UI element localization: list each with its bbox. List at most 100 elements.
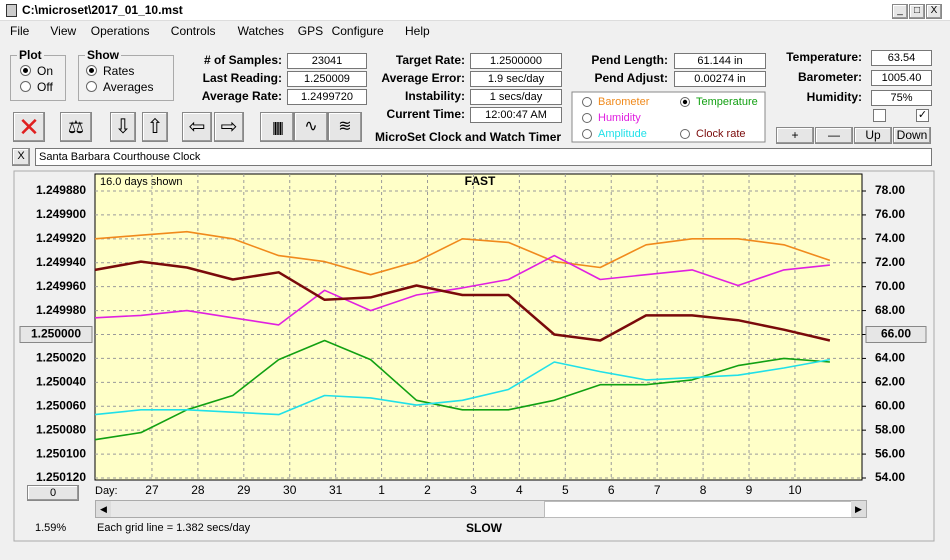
x-tick-label: 9 [746,483,753,497]
field-label: Instability: [404,89,465,103]
control-button[interactable]: Down [893,127,931,144]
show-group: Show [78,48,174,101]
up-button[interactable]: ⇧ [142,112,168,142]
menu-item[interactable]: Operations [90,24,150,38]
right-button[interactable]: ⇨ [214,112,244,142]
field-value[interactable]: 12:00:47 AM [470,107,562,123]
tick-button [19,326,93,343]
field-value[interactable]: 1.250009 [287,71,367,87]
plot-group: Plot [10,48,66,101]
radio-option[interactable]: Averages [86,80,153,94]
y2-tick-label: 54.00 [875,470,905,484]
radio-circle[interactable] [86,81,97,92]
control-button[interactable]: Up [854,127,892,144]
balance-button[interactable]: ⚖ [60,112,92,142]
maximize-button[interactable]: □ [909,4,925,19]
group-title: Show [85,48,121,62]
menu-item[interactable]: Controls [170,24,216,38]
control-button[interactable]: + [776,127,814,144]
field-value[interactable]: 1 secs/day [470,89,562,105]
checkbox[interactable]: ✓ [916,109,929,122]
control-button[interactable]: — [815,127,853,144]
menu-item[interactable]: Help [405,24,430,38]
radio-option[interactable]: On [20,64,53,78]
radio-label: Rates [103,64,135,78]
radio-circle[interactable] [20,65,31,76]
radio-circle[interactable] [86,65,97,76]
clear-button[interactable]: X [12,148,30,166]
legend-label: Amplitude [598,128,647,140]
field-value[interactable]: 75% [871,90,932,106]
x-tick-label: 2 [424,483,431,497]
scroll-value-button[interactable]: 0 [27,485,79,501]
down-button[interactable]: ⇩ [110,112,136,142]
x-tick-label: 4 [516,483,523,497]
field-label: Humidity: [806,90,862,104]
minimize-button[interactable]: _ [892,4,908,19]
y-tick-label: 1.250000 [31,327,81,341]
y-tick-label: 1.250120 [36,470,86,484]
field-label: Barometer: [797,70,862,84]
x-tick-label: 3 [470,483,477,497]
group-title: Plot [17,48,44,62]
plot-area [94,173,863,481]
tick-button [865,326,927,343]
x-tick-label: 29 [237,483,251,497]
radio-option[interactable]: Off [20,80,53,94]
y2-tick-label: 60.00 [875,398,905,412]
field-value[interactable]: 63.54 [871,50,932,66]
legend-label: Temperature [696,96,758,108]
menu-item[interactable]: Configure [331,24,384,38]
field-value[interactable]: 23041 [287,53,367,69]
wave-button[interactable]: ∿ [294,112,328,142]
field-value[interactable]: 0.00274 in [674,71,766,87]
watch-name-field[interactable]: Santa Barbara Courthouse Clock [35,148,932,166]
scrollbar[interactable]: ◀ ▶ [95,500,867,518]
field-value[interactable]: 61.144 in [674,53,766,69]
scroll-right[interactable]: ▶ [851,501,866,517]
title-bar: C:\microset\2017_01_10.mst _ □ X [0,0,950,21]
series-line [94,339,830,441]
y2-tick-label: 74.00 [875,231,905,245]
radio-option[interactable]: Rates [86,64,134,78]
close-button[interactable]: X [926,4,942,19]
menu-item[interactable]: File [10,24,30,38]
grid-note: Each grid line = 1.382 secs/day [97,522,251,534]
y-tick-label: 1.250060 [36,398,86,412]
scroll-thumb[interactable] [544,501,852,518]
field-value[interactable]: 1.2500000 [470,53,562,69]
stop-button[interactable]: ✕ [13,112,45,142]
field-value[interactable]: 1.9 sec/day [470,71,562,87]
series-line [94,260,831,342]
field-value[interactable]: 1.2499720 [287,89,367,105]
y2-tick-label: 70.00 [875,279,905,293]
radio-label: Off [37,80,53,94]
slow-label: SLOW [466,521,503,535]
checkbox[interactable] [873,109,886,122]
y-tick-label: 1.250080 [36,422,86,436]
left-button[interactable]: ⇦ [182,112,212,142]
y2-tick-label: 62.00 [875,375,905,389]
legend-box [571,91,766,143]
y-tick-label: 1.250040 [36,375,86,389]
menu-item[interactable]: GPS [297,24,324,38]
y2-tick-label: 66.00 [881,327,911,341]
waves-button[interactable]: ≋ [328,112,362,142]
bars-button[interactable]: |||||| [260,112,294,142]
radio-circle[interactable] [20,81,31,92]
x-tick-label: 30 [283,483,297,497]
y2-tick-label: 58.00 [875,422,905,436]
field-label: Pend Adjust: [594,71,668,85]
legend-radio [680,129,690,139]
y-tick-label: 1.249940 [36,255,86,269]
window-title: C:\microset\2017_01_10.mst [22,3,183,17]
menu-item[interactable]: Watches [237,24,284,38]
scroll-left[interactable]: ◀ [96,501,111,517]
legend-label: Clock rate [696,128,746,140]
field-value[interactable]: 1005.40 [871,70,932,86]
menu-item[interactable]: View [50,24,77,38]
legend-label: Humidity [598,112,641,124]
x-axis-label: Day: [95,485,118,497]
